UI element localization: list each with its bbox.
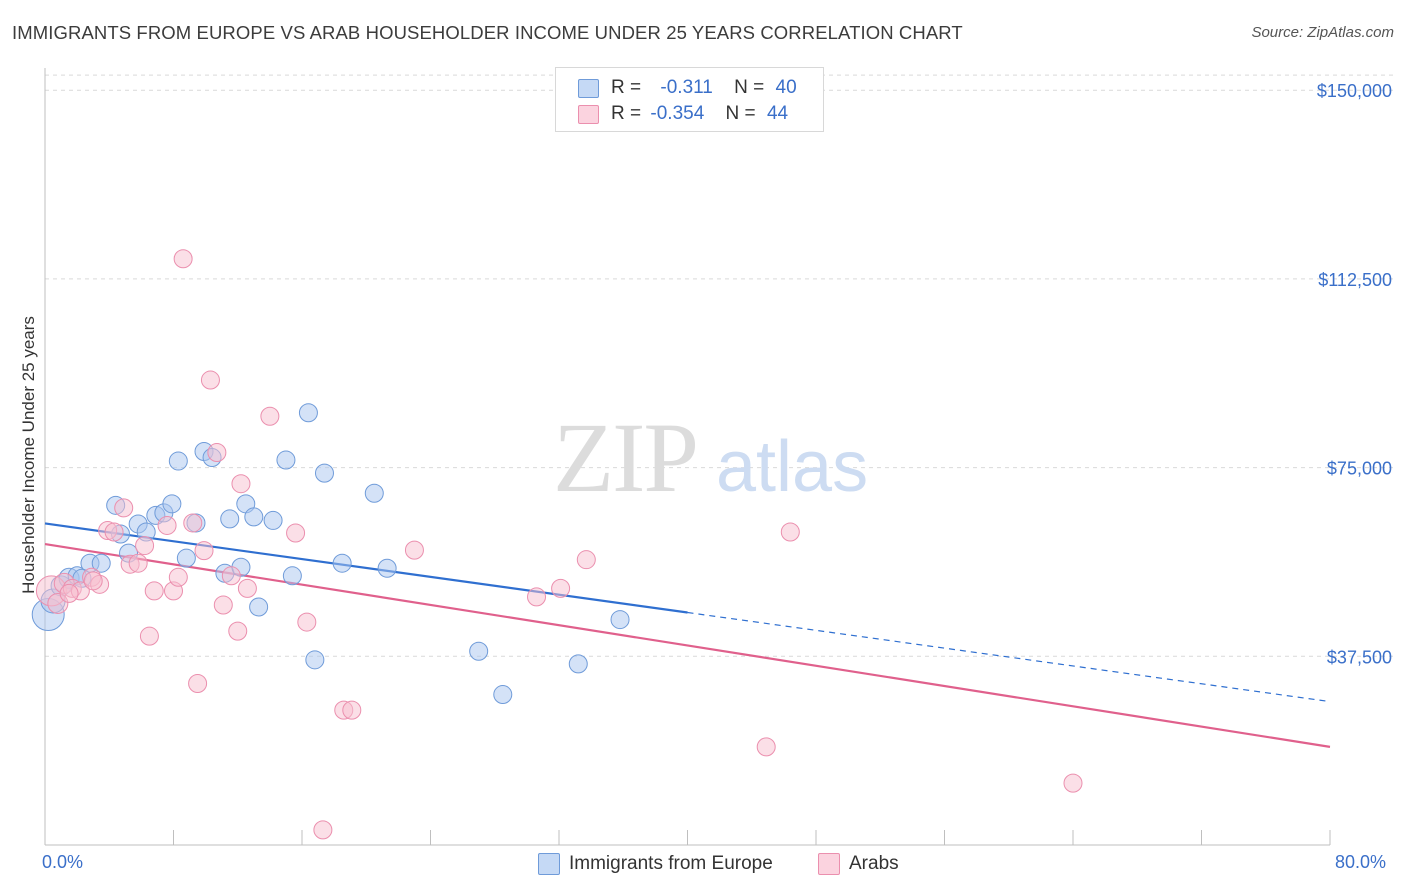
legend-r-label: R = bbox=[611, 77, 642, 98]
point-europe bbox=[493, 685, 513, 705]
legend-n-label: N = bbox=[734, 77, 765, 98]
bottom-legend-swatch-europe bbox=[538, 853, 560, 875]
point-europe bbox=[162, 494, 182, 514]
legend-r-value: -0.311 bbox=[660, 77, 713, 98]
point-arabs bbox=[237, 578, 257, 598]
legend-swatch-arabs bbox=[578, 105, 599, 124]
point-europe bbox=[168, 451, 188, 471]
y-tick-label: $112,500 bbox=[1318, 270, 1392, 290]
point-arabs bbox=[313, 820, 333, 840]
x-axis-max-label: 80.0% bbox=[1335, 852, 1387, 872]
point-europe bbox=[364, 483, 384, 503]
y-tick-label: $75,000 bbox=[1327, 459, 1392, 479]
y-axis-label: Householder Income Under 25 years bbox=[19, 316, 38, 594]
point-arabs bbox=[260, 406, 280, 426]
point-europe bbox=[276, 450, 296, 470]
point-arabs bbox=[551, 578, 571, 598]
point-arabs bbox=[168, 567, 188, 587]
point-arabs bbox=[231, 474, 251, 494]
point-arabs bbox=[188, 673, 208, 693]
point-europe bbox=[298, 403, 318, 423]
watermark-zip: ZIP bbox=[553, 402, 697, 513]
point-arabs bbox=[342, 700, 362, 720]
axes bbox=[44, 68, 1331, 846]
point-arabs bbox=[297, 612, 317, 632]
point-arabs bbox=[576, 550, 596, 570]
point-arabs bbox=[404, 540, 424, 560]
point-europe bbox=[568, 654, 588, 674]
point-arabs bbox=[527, 587, 547, 607]
y-tick-label: $37,500 bbox=[1327, 647, 1392, 667]
point-arabs bbox=[207, 443, 227, 462]
point-europe bbox=[305, 650, 325, 670]
y-tick-labels: $37,500 $75,000 $112,500 $150,000 bbox=[1317, 81, 1392, 667]
point-arabs bbox=[1063, 773, 1083, 793]
data-points bbox=[31, 249, 1083, 840]
correlation-legend: R = -0.311 N = 40 R = -0.354 N = 44 bbox=[555, 67, 824, 132]
x-axis-min-label: 0.0% bbox=[42, 852, 84, 872]
point-arabs bbox=[221, 566, 241, 586]
point-arabs bbox=[173, 249, 193, 269]
bottom-legend-label-arabs: Arabs bbox=[849, 853, 899, 874]
y-tick-label: $150,000 bbox=[1317, 81, 1392, 101]
point-arabs bbox=[157, 515, 177, 535]
point-europe bbox=[263, 510, 283, 530]
point-arabs bbox=[59, 583, 79, 603]
source-label: Source: ZipAtlas.com bbox=[1251, 24, 1394, 41]
point-arabs bbox=[200, 370, 220, 390]
point-arabs bbox=[228, 621, 248, 641]
point-europe bbox=[249, 597, 269, 617]
point-arabs bbox=[104, 522, 124, 542]
legend-n-value: 40 bbox=[775, 77, 797, 98]
legend-n-label: N = bbox=[725, 103, 756, 124]
point-europe bbox=[282, 566, 302, 586]
point-europe bbox=[469, 641, 489, 661]
legend-r-value: -0.354 bbox=[650, 103, 705, 124]
point-arabs bbox=[183, 513, 203, 533]
point-arabs bbox=[128, 553, 148, 573]
point-arabs bbox=[139, 626, 159, 646]
point-europe bbox=[610, 610, 630, 630]
point-arabs bbox=[780, 522, 800, 542]
legend-r-label: R = bbox=[611, 103, 642, 124]
point-arabs bbox=[213, 595, 233, 615]
point-arabs bbox=[114, 498, 134, 518]
bottom-legend-swatch-arabs bbox=[818, 853, 840, 875]
point-europe bbox=[176, 548, 196, 568]
watermark: ZIP atlas bbox=[553, 402, 868, 513]
trend-line-arabs bbox=[44, 542, 1331, 748]
point-europe bbox=[332, 553, 352, 573]
point-arabs bbox=[83, 571, 103, 591]
point-europe bbox=[244, 507, 264, 527]
point-europe bbox=[314, 463, 334, 483]
point-europe bbox=[91, 553, 111, 573]
point-arabs bbox=[756, 737, 776, 757]
point-arabs bbox=[286, 523, 306, 543]
trend-line-europe-extension bbox=[687, 611, 1331, 703]
point-arabs bbox=[194, 541, 214, 561]
watermark-atlas: atlas bbox=[716, 427, 868, 507]
point-arabs bbox=[144, 581, 164, 601]
legend-swatch-europe bbox=[578, 79, 599, 98]
bottom-legend-label-europe: Immigrants from Europe bbox=[569, 853, 773, 874]
legend-n-value: 44 bbox=[766, 103, 789, 124]
point-europe bbox=[377, 558, 397, 578]
point-europe bbox=[220, 509, 240, 529]
chart-title: IMMIGRANTS FROM EUROPE VS ARAB HOUSEHOLD… bbox=[12, 22, 963, 43]
point-arabs bbox=[135, 536, 155, 556]
